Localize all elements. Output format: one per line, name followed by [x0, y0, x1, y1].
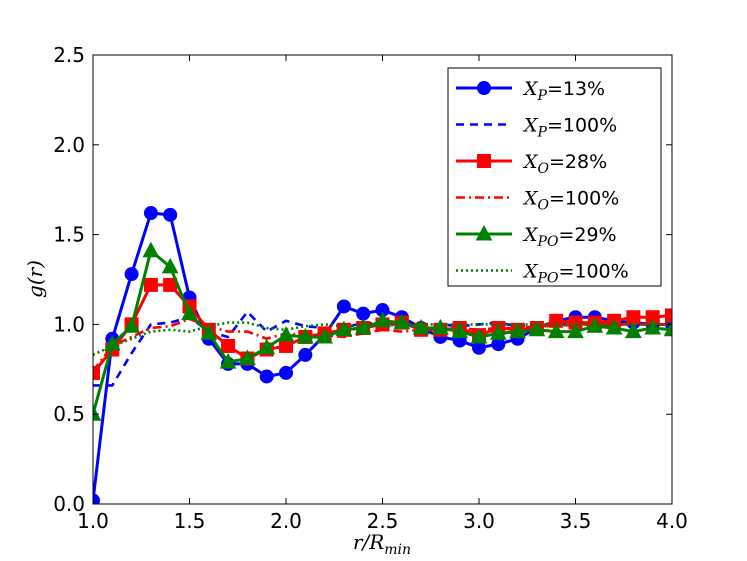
legend-entry: XPO=100% [456, 261, 629, 287]
legend-label: XPO=100% [522, 261, 629, 287]
series-line [93, 321, 672, 357]
data-point [103, 335, 121, 351]
data-point [279, 365, 293, 380]
data-point [93, 493, 100, 504]
data-point [644, 318, 662, 335]
x-tick-label: 2.0 [270, 509, 302, 533]
legend-label: XPO=29% [522, 224, 617, 250]
data-point [605, 318, 623, 335]
data-point [393, 313, 411, 330]
data-point [124, 267, 139, 282]
y-tick-label: 0.5 [53, 402, 85, 426]
data-point [626, 310, 641, 325]
data-point [316, 327, 333, 344]
data-point [219, 353, 237, 369]
data-point [432, 318, 449, 335]
data-point [509, 322, 526, 339]
y-tick-label: 2.0 [53, 133, 85, 157]
data-point [221, 338, 236, 353]
data-point [665, 308, 672, 323]
data-point [93, 405, 102, 421]
data-point [528, 320, 546, 337]
data-point [163, 207, 178, 222]
data-point [663, 320, 672, 337]
legend-entry: XP=13% [456, 78, 605, 104]
series-layer [93, 206, 672, 504]
data-point [356, 306, 371, 321]
legend-marker [475, 224, 493, 241]
data-point [296, 327, 314, 344]
x-axis-title: r/Rmin [353, 530, 411, 558]
data-point [336, 299, 351, 314]
legend-box [447, 67, 662, 287]
y-tick-label: 1.5 [53, 223, 85, 247]
x-tick-label: 1.0 [77, 509, 109, 533]
x-tick-label: 2.5 [367, 509, 399, 533]
data-point [258, 338, 276, 355]
y-tick-label: 2.5 [53, 43, 85, 67]
data-point [161, 257, 179, 274]
series-5 [93, 321, 672, 357]
x-tick-label: 3.0 [463, 509, 495, 533]
data-point [259, 369, 274, 384]
data-point [123, 317, 140, 333]
data-point [374, 311, 391, 328]
data-point [200, 324, 218, 340]
legend-label: XO=28% [522, 151, 607, 177]
series-4 [93, 241, 672, 421]
data-point [239, 349, 256, 366]
legend: XP=13% XP=100% XO=28% XO=100% XPO=29% XPO=100… [447, 67, 662, 287]
data-point [142, 241, 160, 258]
y-axis-title: g(r) [23, 260, 47, 298]
data-point [181, 304, 198, 321]
data-point [451, 322, 469, 339]
legend-entry: XO=100% [456, 188, 619, 214]
x-tick-label: 1.5 [174, 509, 206, 533]
y-tick-label: 1.0 [53, 312, 85, 336]
legend-marker [477, 154, 491, 168]
data-point [547, 322, 565, 339]
data-point [625, 322, 642, 339]
legend-marker [477, 81, 491, 95]
data-point [143, 206, 158, 221]
legend-entry: XPO=29% [456, 224, 617, 250]
data-point [335, 320, 353, 337]
legend-entry: XP=100% [456, 115, 617, 141]
data-point [354, 318, 372, 335]
data-point [470, 327, 488, 344]
x-tick-label: 3.5 [560, 509, 592, 533]
data-point [567, 322, 584, 339]
x-tick-label: 4.0 [656, 509, 688, 533]
data-point [277, 326, 295, 342]
legend-entry: XO=28% [456, 151, 607, 177]
data-point [412, 318, 430, 335]
legend-label: XO=100% [522, 188, 619, 214]
legend-label: XP=100% [522, 115, 617, 141]
data-point [298, 347, 313, 362]
data-point [143, 277, 158, 292]
legend-label: XP=13% [522, 78, 605, 104]
ticks-layer: 1.0 1.5 2.0 2.5 3.0 3.5 4.0 0.0 0.5 1.0 1.5 2.0 2.5 [53, 43, 688, 533]
y-tick-label: 0.0 [53, 492, 85, 516]
data-point [93, 365, 100, 380]
data-point [489, 324, 507, 340]
